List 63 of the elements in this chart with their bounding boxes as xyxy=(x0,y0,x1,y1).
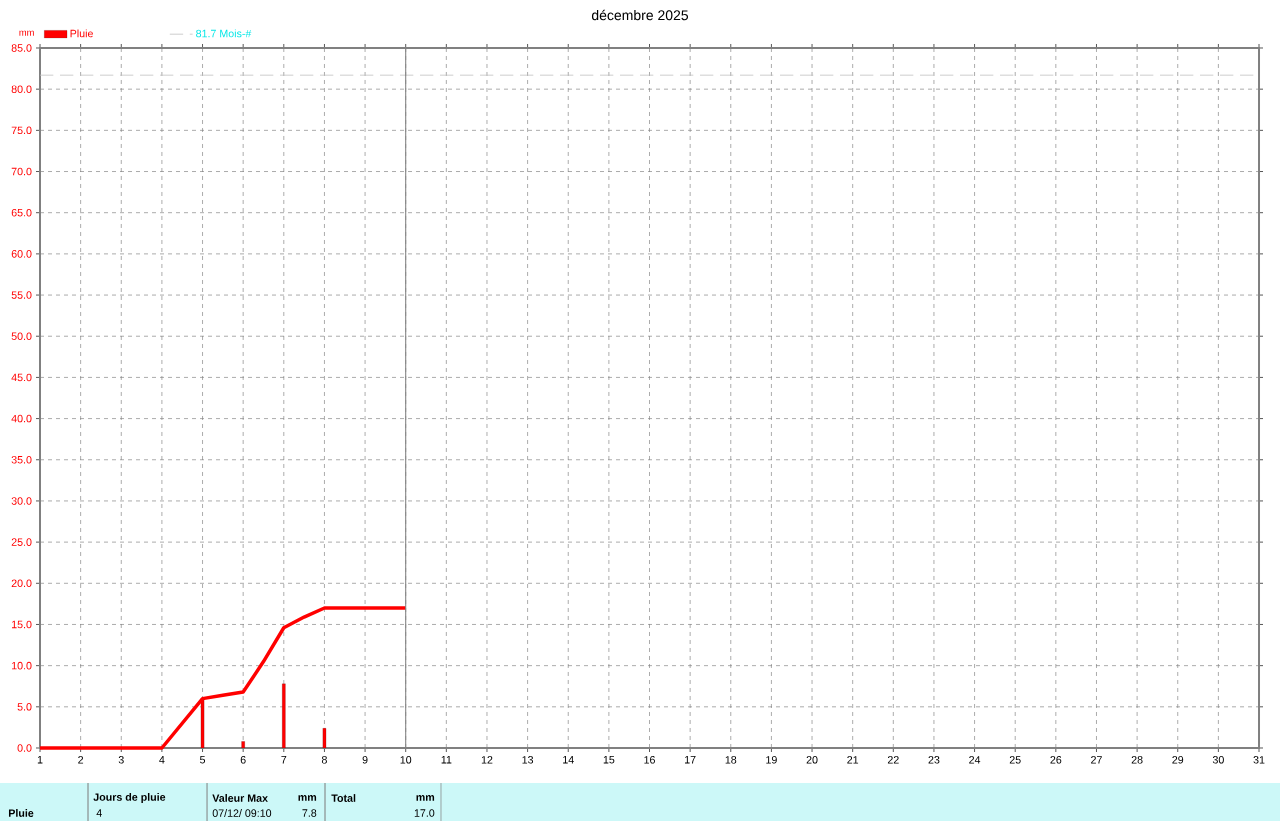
x-tick-label: 12 xyxy=(481,756,493,764)
text: mm xyxy=(298,795,317,801)
y-tick-label: 20.0 xyxy=(11,579,32,588)
text: Jours de pluie xyxy=(93,793,166,803)
y-tick-label: 10.0 xyxy=(12,661,32,670)
x-tick-label: 3 xyxy=(118,756,124,764)
y-tick-label: 25.0 xyxy=(11,538,32,546)
x-tick-label: 7 xyxy=(281,756,287,764)
text: 4 xyxy=(96,809,102,817)
x-tick-label: 31 xyxy=(1253,756,1265,764)
y-tick-label: 55.0 xyxy=(11,291,32,299)
x-tick-label: 16 xyxy=(644,756,655,764)
x-tick-label: 9 xyxy=(362,756,368,764)
chart-title: décembre 2025 xyxy=(591,9,689,21)
y-tick-label: 5.0 xyxy=(17,703,32,711)
legend-label: Pluie xyxy=(70,29,93,38)
x-tick-label: 19 xyxy=(766,756,777,764)
text: 17.0 xyxy=(414,809,435,817)
text: Valeur Max xyxy=(212,794,268,802)
x-tick-label: 20 xyxy=(806,756,818,764)
y-tick-label: 85.0 xyxy=(11,44,32,52)
x-tick-label: 29 xyxy=(1172,756,1184,764)
x-tick-label: 28 xyxy=(1131,756,1143,764)
y-tick-label: 80.0 xyxy=(11,85,32,93)
y-tick-label: 15.0 xyxy=(12,620,32,629)
x-tick-label: 5 xyxy=(199,756,206,764)
x-tick-label: 17 xyxy=(685,756,696,764)
y-tick-label: 40.0 xyxy=(11,414,32,423)
text: mm xyxy=(416,795,435,801)
y-tick-label: 70.0 xyxy=(11,167,32,176)
y-axis-title: mm xyxy=(19,30,34,36)
x-tick-label: 1 xyxy=(37,756,43,764)
y-tick-label: 75.0 xyxy=(11,126,32,135)
y-tick-label: 60.0 xyxy=(11,250,32,258)
x-tick-label: 4 xyxy=(159,756,165,764)
y-tick-label: 35.0 xyxy=(11,455,32,464)
y-tick-label: 30.0 xyxy=(11,497,32,505)
x-tick-label: 14 xyxy=(563,756,574,764)
y-tick-label: 0.0 xyxy=(17,744,32,752)
x-tick-label: 27 xyxy=(1091,756,1102,764)
x-tick-label: 22 xyxy=(887,756,899,764)
x-tick-label: 8 xyxy=(321,756,327,764)
x-tick-label: 23 xyxy=(928,756,940,764)
text: Pluie xyxy=(8,809,34,817)
x-tick-label: 11 xyxy=(441,756,452,764)
x-tick-label: 2 xyxy=(78,756,84,764)
x-tick-label: 26 xyxy=(1050,756,1062,764)
x-tick-label: 13 xyxy=(522,756,534,764)
x-tick-label: 30 xyxy=(1212,756,1224,764)
x-tick-label: 24 xyxy=(969,756,981,764)
legend-label: 81.7 Mois-# xyxy=(196,29,252,38)
x-tick-label: 25 xyxy=(1009,756,1021,764)
x-tick-label: 18 xyxy=(725,756,737,764)
y-tick-label: 45.0 xyxy=(11,373,32,382)
x-tick-label: 10 xyxy=(400,756,412,764)
text: 07/12/ 09:10 xyxy=(212,809,272,817)
x-tick-label: 15 xyxy=(603,756,615,764)
text: 7.8 xyxy=(302,809,317,817)
y-tick-label: 65.0 xyxy=(11,208,32,217)
y-tick-label: 50.0 xyxy=(11,332,32,341)
x-tick-label: 6 xyxy=(240,756,246,764)
text: Total xyxy=(331,794,356,802)
x-tick-label: 21 xyxy=(847,756,859,764)
